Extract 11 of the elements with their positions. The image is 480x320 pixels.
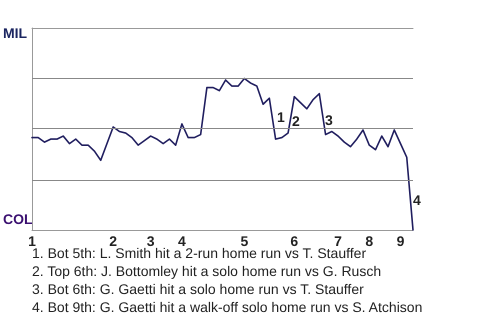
text: 2. Top 6th: J. Bottomley hit a solo home run vs G. Rusch	[32, 263, 382, 279]
annotation: 4	[413, 192, 421, 208]
x-tick-label: 9	[396, 233, 405, 249]
annotation: 2	[292, 113, 300, 129]
text: 3. Bot 6th: G. Gaetti hit a solo home run vs T. Stauffer	[32, 281, 364, 297]
annotation: 1	[277, 109, 285, 125]
annotation: 3	[325, 112, 333, 128]
text: MIL	[3, 25, 28, 41]
annotation: COL	[3, 211, 33, 227]
x-tick-label: 8	[365, 233, 374, 249]
text: 4. Bot 9th: G. Gaetti hit a walk-off solo home run vs S. Atchison	[32, 299, 422, 315]
